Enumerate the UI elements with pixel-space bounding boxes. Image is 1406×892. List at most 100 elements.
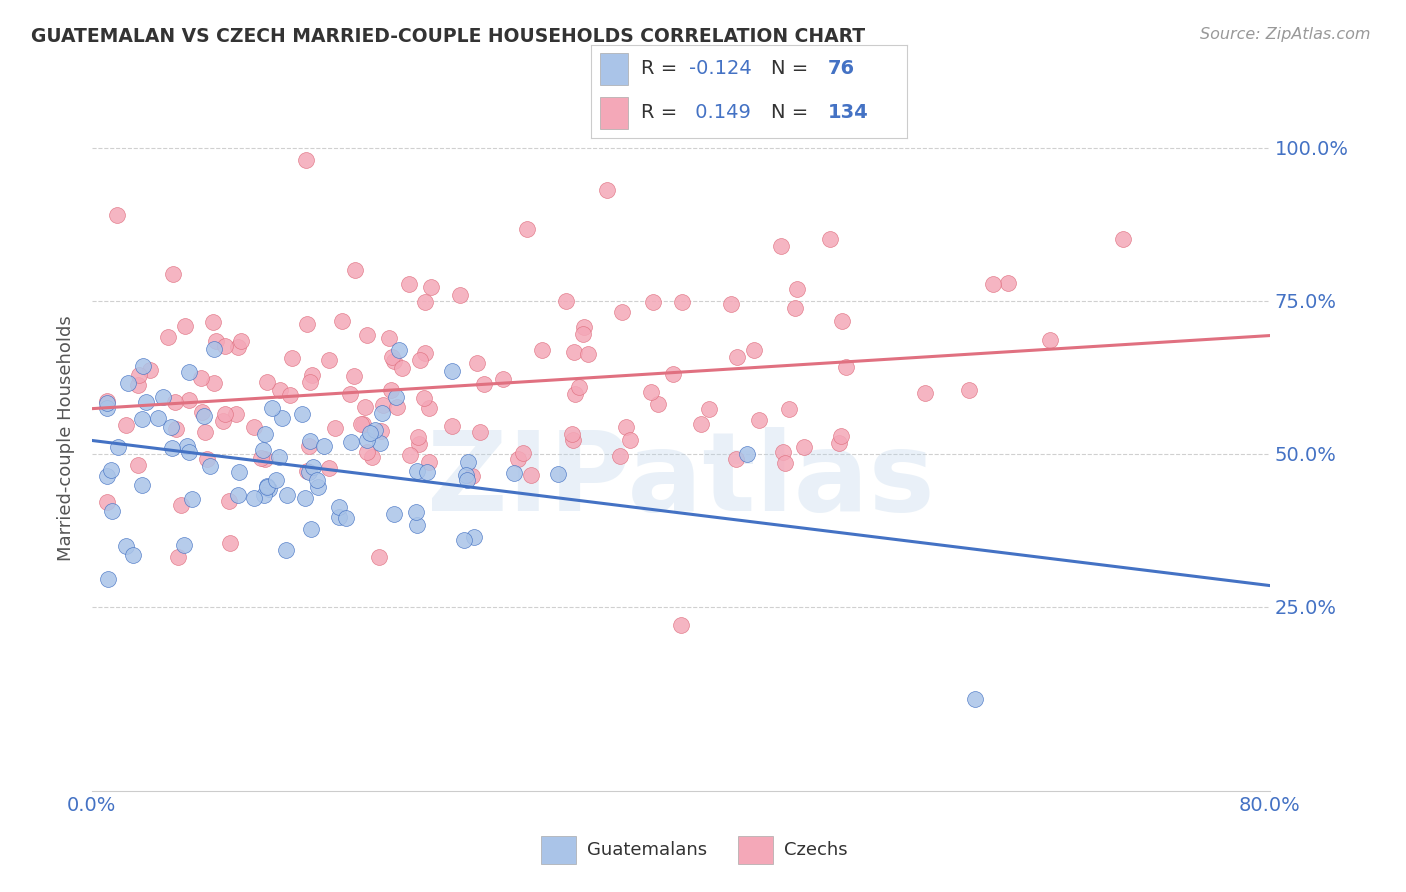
Point (340, 434, 363, 449)
Point (457, 455, 479, 469)
Point (786, 283, 808, 297)
Point (547, 467, 569, 482)
Point (298, 439, 321, 453)
Point (409, 353, 432, 368)
Point (202, 376, 225, 390)
Point (506, 452, 529, 467)
Point (146, 411, 169, 425)
Point (413, 294, 436, 309)
Point (100, 463, 122, 477)
Point (724, 452, 747, 467)
Point (328, 510, 350, 524)
Point (115, 417, 138, 432)
Point (572, 320, 595, 334)
Point (405, 464, 427, 478)
Point (449, 287, 471, 301)
Point (96, 394, 118, 409)
Text: 76: 76 (828, 60, 855, 78)
Point (640, 384, 662, 399)
Point (181, 491, 204, 506)
Point (914, 386, 936, 401)
Point (160, 420, 183, 434)
Point (748, 413, 770, 427)
Point (1112, 232, 1135, 246)
Point (211, 413, 233, 427)
Point (190, 405, 212, 419)
Point (416, 465, 439, 479)
Point (359, 425, 381, 440)
Point (619, 434, 641, 448)
Point (671, 294, 693, 309)
Point (318, 353, 340, 368)
Point (997, 276, 1019, 290)
Point (127, 378, 149, 392)
Text: Guatemalans: Guatemalans (588, 840, 707, 859)
Point (96, 396, 118, 410)
Point (271, 411, 294, 425)
Point (179, 392, 201, 407)
Point (314, 439, 336, 453)
Text: R =: R = (641, 60, 683, 78)
Point (260, 401, 283, 416)
Point (380, 383, 402, 397)
Point (127, 458, 149, 472)
Point (165, 422, 187, 436)
Point (276, 543, 298, 558)
Point (114, 540, 136, 554)
Point (163, 395, 186, 409)
Point (769, 239, 792, 253)
Text: 0.149: 0.149 (689, 103, 751, 122)
Point (405, 505, 427, 519)
Point (778, 402, 800, 417)
Point (818, 232, 841, 246)
Point (256, 480, 278, 494)
Point (388, 343, 411, 357)
Point (96, 495, 118, 509)
Text: Czechs: Czechs (785, 840, 848, 859)
Point (406, 518, 429, 533)
Point (516, 222, 538, 236)
Point (281, 351, 304, 365)
Point (356, 328, 378, 343)
Point (382, 508, 405, 522)
Point (269, 383, 291, 397)
Point (193, 409, 215, 423)
Point (364, 424, 387, 438)
Point (157, 330, 180, 344)
Point (276, 487, 298, 501)
Point (456, 467, 478, 482)
Point (356, 445, 378, 459)
Point (742, 343, 765, 357)
Point (228, 488, 250, 502)
Point (218, 536, 240, 550)
Point (387, 401, 409, 415)
Point (139, 363, 162, 377)
Point (720, 297, 742, 311)
Point (596, 184, 619, 198)
Point (267, 450, 290, 465)
Point (555, 293, 578, 308)
Point (382, 354, 405, 368)
Point (167, 549, 190, 564)
Point (301, 368, 323, 383)
Point (562, 433, 585, 447)
Point (256, 375, 278, 389)
Point (440, 419, 463, 434)
Point (96, 469, 118, 483)
Y-axis label: Married-couple Households: Married-couple Households (58, 316, 75, 561)
Point (662, 367, 685, 381)
Point (307, 473, 329, 487)
Text: Source: ZipAtlas.com: Source: ZipAtlas.com (1201, 27, 1371, 42)
Point (131, 478, 153, 492)
Point (228, 465, 250, 479)
Point (512, 446, 534, 460)
Point (783, 301, 806, 316)
Point (772, 445, 794, 459)
Point (690, 417, 713, 432)
Point (399, 448, 422, 462)
Point (503, 467, 526, 481)
Point (249, 451, 271, 466)
Point (122, 548, 145, 562)
Point (173, 538, 195, 552)
Point (128, 368, 150, 382)
